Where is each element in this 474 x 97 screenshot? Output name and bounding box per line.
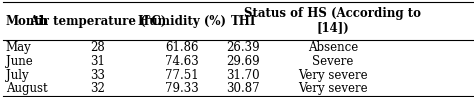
Text: 29.69: 29.69 xyxy=(227,55,260,68)
Text: Status of HS (According to
[14]): Status of HS (According to [14]) xyxy=(244,7,421,35)
Text: Humidity (%): Humidity (%) xyxy=(138,15,226,28)
Text: 31.70: 31.70 xyxy=(227,69,260,82)
Text: July: July xyxy=(6,69,28,82)
Text: 28: 28 xyxy=(90,41,105,54)
Text: Very severe: Very severe xyxy=(298,69,368,82)
Text: Severe: Severe xyxy=(312,55,354,68)
Text: Absence: Absence xyxy=(308,41,358,54)
Text: Very severe: Very severe xyxy=(298,82,368,95)
Text: THI: THI xyxy=(231,15,256,28)
Text: August: August xyxy=(6,82,47,95)
Text: 74.63: 74.63 xyxy=(165,55,199,68)
Text: 79.33: 79.33 xyxy=(165,82,199,95)
Text: 31: 31 xyxy=(90,55,105,68)
Text: 30.87: 30.87 xyxy=(227,82,260,95)
Text: 77.51: 77.51 xyxy=(165,69,199,82)
Text: 32: 32 xyxy=(90,82,105,95)
Text: June: June xyxy=(6,55,32,68)
Text: Month: Month xyxy=(5,15,48,28)
Text: 26.39: 26.39 xyxy=(227,41,260,54)
Text: 33: 33 xyxy=(90,69,105,82)
Text: Air temperature (°C): Air temperature (°C) xyxy=(29,15,166,28)
Text: May: May xyxy=(6,41,31,54)
Text: 61.86: 61.86 xyxy=(165,41,199,54)
